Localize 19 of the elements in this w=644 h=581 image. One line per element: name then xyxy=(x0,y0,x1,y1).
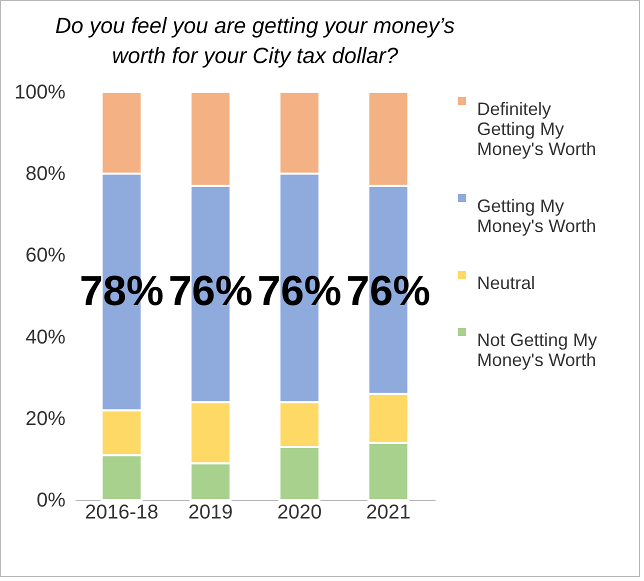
y-tick-label: 60% xyxy=(25,244,66,267)
y-tick-label: 40% xyxy=(25,326,66,348)
y-tick-label: 100% xyxy=(14,82,66,104)
y-tick-label: 0% xyxy=(36,490,66,512)
annotation: 76% xyxy=(257,266,342,314)
x-tick-label: 2019 xyxy=(188,502,233,524)
annotation: 76% xyxy=(346,266,430,314)
y-tick-label: 80% xyxy=(25,163,66,186)
chart-title: Do you feel you are getting your money’s worth for your City tax dollar? xyxy=(55,13,455,68)
legend-label: Definitely Getting My Money's Worth xyxy=(477,99,596,159)
annotation: 76% xyxy=(168,266,253,314)
legend-label: Not Getting My Money's Worth xyxy=(477,330,598,370)
annotation: 78% xyxy=(80,266,164,314)
x-tick-label: 2016-18 xyxy=(84,502,158,524)
x-tick-label: 2021 xyxy=(366,502,411,524)
y-tick-label: 20% xyxy=(25,408,66,430)
legend-label: Neutral xyxy=(477,273,536,293)
legend-label: Getting My Money's Worth xyxy=(477,196,596,236)
x-tick-label: 2020 xyxy=(277,502,322,524)
